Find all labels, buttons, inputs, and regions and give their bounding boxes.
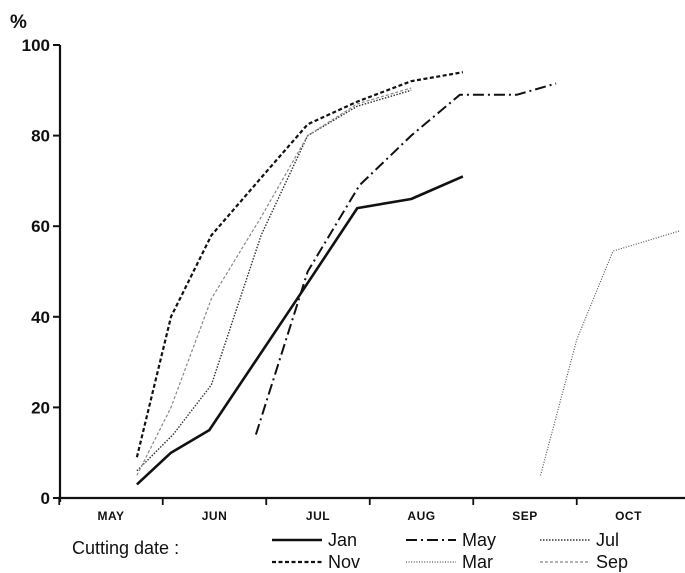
- series-line-may: [254, 82, 557, 435]
- legend-label-jul: Jul: [596, 530, 619, 550]
- y-axis-unit-label: %: [10, 12, 27, 33]
- axes: [58, 45, 685, 502]
- x-tick-label: JUN: [202, 509, 228, 523]
- legend-label-nov: Nov: [328, 552, 360, 572]
- legend-label-mar: Mar: [462, 552, 493, 572]
- y-tick-label: 20: [31, 398, 50, 417]
- x-ticks: MAY JUN JUL AUG SEP OCT: [58, 498, 642, 523]
- y-tick-label: 40: [31, 308, 50, 327]
- series-line-nov: [135, 71, 464, 458]
- x-tick-label: SEP: [512, 509, 538, 523]
- x-tick-label: JUL: [306, 509, 330, 523]
- legend: Cutting date : Jan May Jul Nov Mar Sep: [72, 530, 628, 572]
- series-line-jan: [136, 175, 464, 486]
- legend-title: Cutting date :: [72, 538, 179, 558]
- legend-label-may: May: [462, 530, 496, 550]
- series-line-jul: [136, 89, 412, 472]
- x-tick-label: MAY: [97, 509, 124, 523]
- legend-label-jan: Jan: [328, 530, 357, 550]
- series-line-sep: [136, 87, 412, 476]
- x-tick-label: AUG: [407, 509, 435, 523]
- y-tick-label: 60: [31, 217, 50, 236]
- y-ticks: 0 20 40 60 80 100: [22, 36, 60, 508]
- y-tick-label: 100: [22, 36, 50, 55]
- series-line-mar: [539, 230, 681, 476]
- y-tick-label: 80: [31, 127, 50, 146]
- series-layer: [135, 71, 681, 486]
- y-tick-label: 0: [41, 489, 50, 508]
- legend-label-sep: Sep: [596, 552, 628, 572]
- x-tick-label: OCT: [615, 509, 642, 523]
